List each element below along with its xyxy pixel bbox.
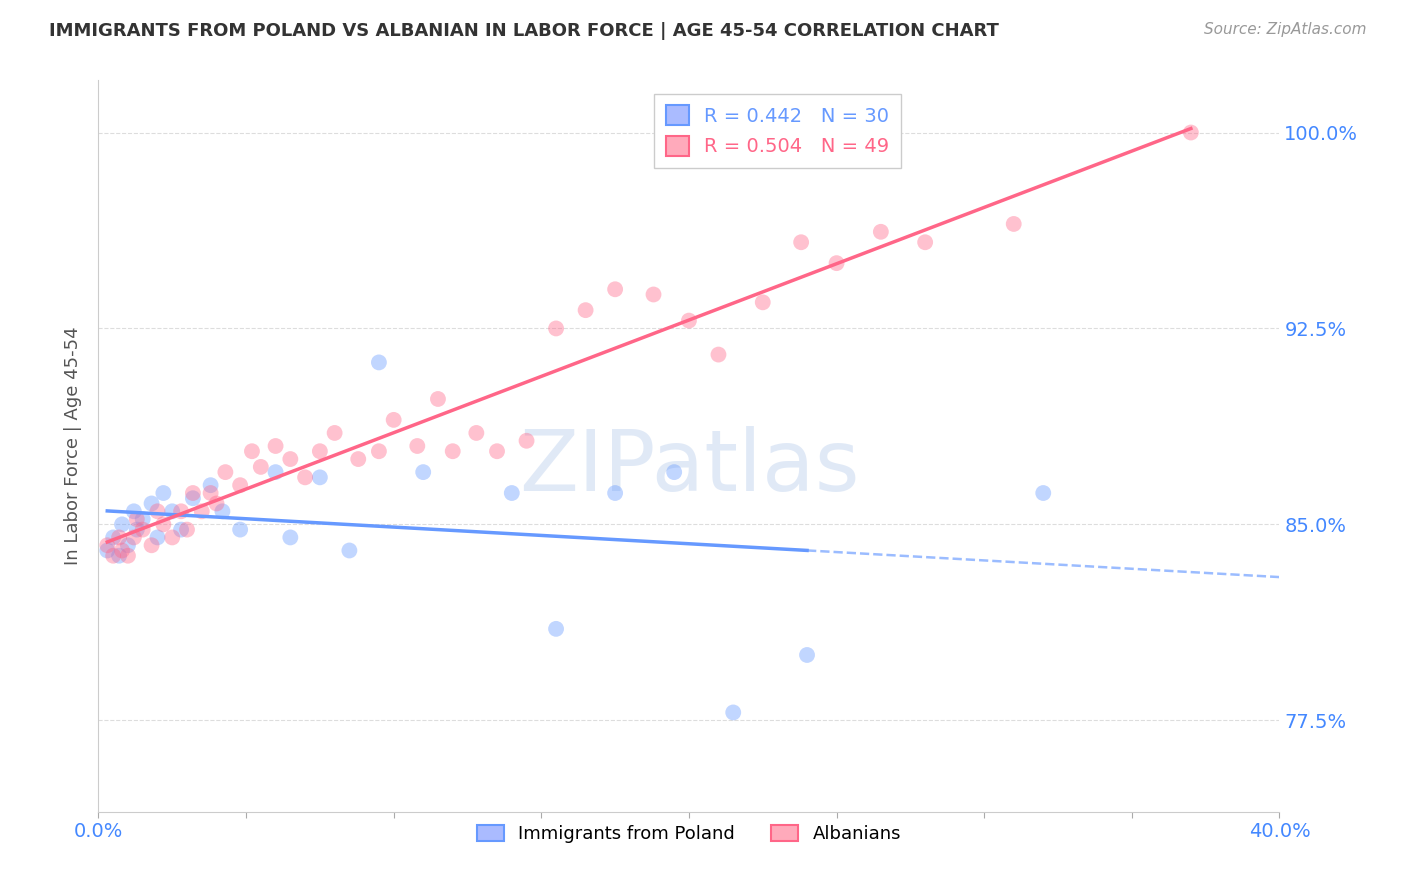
Point xyxy=(501,486,523,500)
Y-axis label: In Labor Force | Age 45-54: In Labor Force | Age 45-54 xyxy=(65,326,83,566)
Point xyxy=(117,538,139,552)
Point xyxy=(465,425,488,440)
Point xyxy=(103,549,125,563)
Point xyxy=(96,538,118,552)
Point xyxy=(200,486,222,500)
Point xyxy=(205,496,228,510)
Point xyxy=(1002,217,1025,231)
Point xyxy=(406,439,429,453)
Point xyxy=(122,504,145,518)
Point xyxy=(211,504,233,518)
Point xyxy=(309,444,332,458)
Point xyxy=(141,496,163,510)
Point xyxy=(125,512,148,526)
Point xyxy=(152,486,174,500)
Point xyxy=(96,543,118,558)
Point xyxy=(170,523,193,537)
Point xyxy=(914,235,936,250)
Point xyxy=(368,444,391,458)
Point xyxy=(605,282,627,296)
Point xyxy=(323,425,346,440)
Point xyxy=(111,543,134,558)
Point xyxy=(605,486,627,500)
Point xyxy=(132,523,155,537)
Point xyxy=(264,465,287,479)
Point xyxy=(200,478,222,492)
Point xyxy=(250,459,273,474)
Point xyxy=(427,392,450,406)
Point xyxy=(108,531,131,545)
Point xyxy=(294,470,316,484)
Point xyxy=(181,491,204,506)
Point xyxy=(122,531,145,545)
Point xyxy=(678,313,700,327)
Point xyxy=(1032,486,1054,500)
Point xyxy=(181,486,204,500)
Point xyxy=(132,512,155,526)
Point xyxy=(723,706,745,720)
Point xyxy=(280,531,302,545)
Legend: Immigrants from Poland, Albanians: Immigrants from Poland, Albanians xyxy=(470,818,908,850)
Point xyxy=(125,523,148,537)
Point xyxy=(516,434,538,448)
Point xyxy=(870,225,893,239)
Point xyxy=(111,517,134,532)
Point xyxy=(103,531,125,545)
Point xyxy=(796,648,818,662)
Point xyxy=(347,452,370,467)
Point xyxy=(339,543,361,558)
Point xyxy=(214,465,236,479)
Point xyxy=(752,295,775,310)
Point xyxy=(162,531,183,545)
Point xyxy=(546,321,568,335)
Point xyxy=(382,413,405,427)
Point xyxy=(229,478,252,492)
Text: Source: ZipAtlas.com: Source: ZipAtlas.com xyxy=(1204,22,1367,37)
Point xyxy=(240,444,263,458)
Point xyxy=(117,549,139,563)
Point xyxy=(368,355,391,369)
Point xyxy=(146,531,169,545)
Point xyxy=(790,235,813,250)
Point xyxy=(825,256,848,270)
Point xyxy=(546,622,568,636)
Point xyxy=(264,439,287,453)
Point xyxy=(486,444,509,458)
Point xyxy=(229,523,252,537)
Point xyxy=(441,444,464,458)
Point xyxy=(176,523,198,537)
Point xyxy=(309,470,332,484)
Point xyxy=(412,465,434,479)
Text: ZIPatlas: ZIPatlas xyxy=(519,426,859,509)
Point xyxy=(643,287,665,301)
Point xyxy=(280,452,302,467)
Point xyxy=(146,504,169,518)
Point xyxy=(575,303,598,318)
Point xyxy=(141,538,163,552)
Point xyxy=(664,465,686,479)
Point xyxy=(170,504,193,518)
Point xyxy=(162,504,183,518)
Point xyxy=(108,549,131,563)
Point xyxy=(1180,126,1202,140)
Text: IMMIGRANTS FROM POLAND VS ALBANIAN IN LABOR FORCE | AGE 45-54 CORRELATION CHART: IMMIGRANTS FROM POLAND VS ALBANIAN IN LA… xyxy=(49,22,1000,40)
Point xyxy=(152,517,174,532)
Point xyxy=(707,348,730,362)
Point xyxy=(191,504,214,518)
